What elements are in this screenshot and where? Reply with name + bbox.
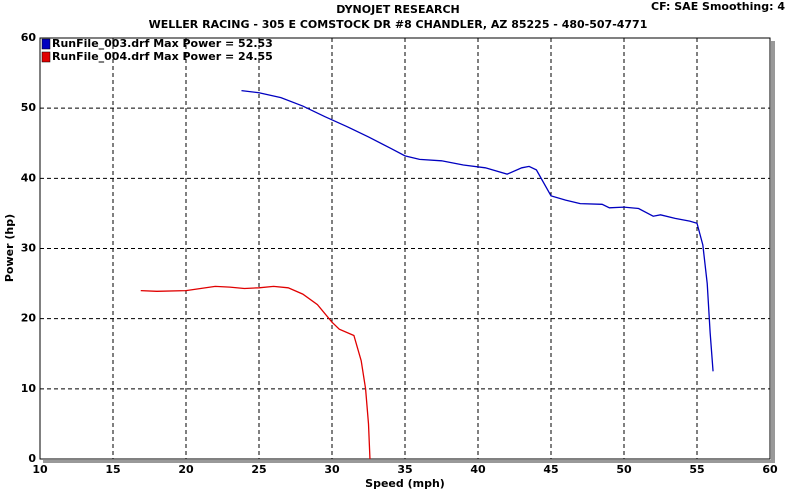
plot-shadow: [43, 460, 775, 463]
y-tick-label: 40: [21, 171, 37, 184]
x-tick-label: 25: [251, 463, 266, 476]
x-tick-label: 10: [32, 463, 48, 476]
y-tick-label: 50: [21, 101, 37, 114]
x-tick-label: 35: [397, 463, 412, 476]
y-tick-label: 30: [21, 242, 37, 255]
x-tick-label: 55: [689, 463, 704, 476]
y-tick-label: 10: [21, 382, 37, 395]
settings-label: CF: SAE Smoothing: 4: [651, 0, 785, 13]
legend-swatch: [41, 51, 51, 63]
y-tick-label: 0: [28, 452, 36, 465]
y-tick-label: 60: [21, 31, 37, 44]
y-tick-label: 20: [21, 312, 37, 325]
x-tick-label: 20: [178, 463, 194, 476]
plot-border: [39, 37, 771, 460]
x-tick-label: 15: [105, 463, 120, 476]
x-tick-label: 40: [470, 463, 486, 476]
x-tick-label: 50: [616, 463, 632, 476]
series-line: [140, 285, 371, 460]
x-tick-label: 30: [324, 463, 340, 476]
chart-subtitle: WELLER RACING - 305 E COMSTOCK DR #8 CHA…: [149, 18, 648, 31]
legend-swatch: [41, 38, 51, 50]
chart-title: DYNOJET RESEARCH: [336, 3, 459, 16]
y-axis-label: Power (hp): [3, 214, 16, 282]
x-axis-label: Speed (mph): [365, 477, 445, 490]
x-tick-label: 60: [762, 463, 778, 476]
plot-shadow: [771, 41, 775, 463]
series-line: [241, 89, 714, 372]
legend-label: RunFile_004.drf Max Power = 24.55: [52, 50, 273, 63]
legend-label: RunFile_003.drf Max Power = 52.53: [52, 37, 273, 50]
x-tick-label: 45: [543, 463, 558, 476]
